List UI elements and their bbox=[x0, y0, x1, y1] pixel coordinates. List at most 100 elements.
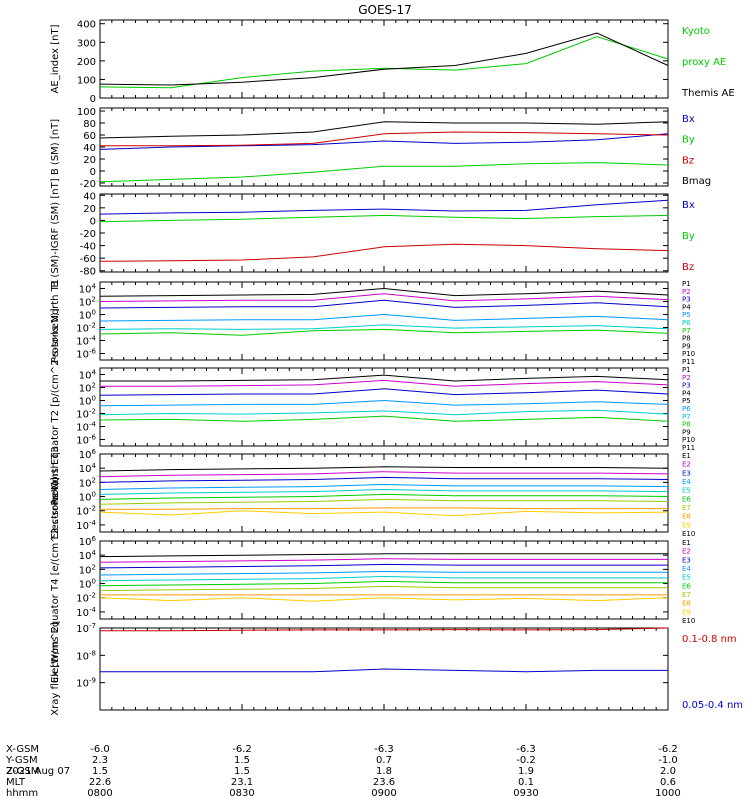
series-line-0-1-0-8-nm bbox=[100, 627, 669, 632]
legend-label: proxy AE bbox=[682, 57, 726, 68]
series-line-e2 bbox=[99, 558, 668, 563]
y-tick-label: 10-6 bbox=[76, 434, 96, 447]
y-tick-label: -60 bbox=[80, 254, 96, 265]
legend-label: P11 bbox=[682, 358, 695, 366]
legend-label: E2 bbox=[682, 461, 691, 469]
y-tick-label: 10-2 bbox=[76, 505, 96, 518]
legend-label: By bbox=[682, 231, 695, 242]
series-line-p1 bbox=[99, 287, 669, 297]
legend-label: E5 bbox=[682, 487, 691, 495]
legend-label: P3 bbox=[682, 382, 691, 390]
series-line-e7 bbox=[99, 498, 669, 505]
legend-label: P4 bbox=[682, 303, 691, 311]
series-line-e4 bbox=[99, 483, 669, 490]
legend-label: Bz bbox=[682, 262, 694, 273]
legend-label: By bbox=[682, 135, 695, 146]
series-line-e9 bbox=[99, 510, 669, 517]
legend-label: P4 bbox=[682, 389, 691, 397]
footer-value: 0800 bbox=[87, 788, 112, 799]
footer-row-label: hhmm bbox=[6, 788, 38, 799]
legend-label: E4 bbox=[682, 478, 691, 486]
series-line-by bbox=[99, 162, 669, 183]
series-line-p5 bbox=[99, 313, 669, 322]
y-tick-label: 102 bbox=[79, 382, 96, 395]
series-line-p6 bbox=[99, 399, 669, 407]
footer-value: 1.8 bbox=[376, 766, 392, 777]
footer-value: 0900 bbox=[371, 788, 396, 799]
series-line-e6 bbox=[99, 580, 668, 587]
series-line-e6 bbox=[99, 493, 669, 500]
legend-label: E2 bbox=[682, 548, 691, 556]
y-tick-label: 10-4 bbox=[76, 606, 96, 619]
legend-label: P5 bbox=[682, 311, 691, 319]
series-line-e9 bbox=[99, 597, 669, 602]
series-line-p3 bbox=[99, 299, 669, 309]
legend-label: P2 bbox=[682, 288, 691, 296]
series-line-e8 bbox=[100, 507, 668, 510]
legend-label: E7 bbox=[682, 504, 691, 512]
footer-value: 0.1 bbox=[518, 777, 534, 788]
footer-value: 0830 bbox=[229, 788, 254, 799]
y-tick-label: 0 bbox=[90, 216, 96, 227]
y-tick-label: 20 bbox=[83, 204, 96, 215]
legend-label: E10 bbox=[682, 617, 695, 625]
series-line-p8 bbox=[99, 415, 669, 422]
footer-row-label: Y-GSM bbox=[5, 755, 38, 766]
legend-label: E6 bbox=[682, 582, 691, 590]
legend-label: 0.05-0.4 nm bbox=[682, 700, 743, 711]
y-tick-label: 100 bbox=[79, 309, 96, 322]
legend-label: P9 bbox=[682, 428, 691, 436]
y-tick-label: 104 bbox=[79, 462, 97, 475]
panel-7: 10-7 10-8 10-9 Xray flux [W/m^2] 0.1-0.8 nm 0… bbox=[50, 622, 743, 716]
legend-label: P6 bbox=[682, 405, 691, 413]
legend-label: Bx bbox=[682, 114, 695, 125]
legend-label: P1 bbox=[682, 366, 691, 374]
legend-label: P7 bbox=[682, 327, 691, 335]
panel-frame bbox=[99, 367, 669, 447]
y-tick-label: 100 bbox=[79, 578, 96, 591]
footer-value: 23.6 bbox=[373, 777, 395, 788]
y-tick-label: 106 bbox=[79, 535, 97, 548]
series-line-e5 bbox=[99, 575, 668, 582]
legend-label: P9 bbox=[682, 342, 691, 350]
footer-value: -6.2 bbox=[658, 744, 678, 755]
y-tick-label: 10-9 bbox=[76, 677, 96, 690]
panel-frame bbox=[99, 19, 669, 99]
series-line-bmag bbox=[99, 121, 669, 139]
footer-value: 23.1 bbox=[231, 777, 253, 788]
series-line-bx bbox=[99, 199, 669, 215]
y-tick-label: 100 bbox=[79, 491, 96, 504]
legend-label: P10 bbox=[682, 436, 695, 444]
series-line-e2 bbox=[99, 471, 669, 478]
y-tick-label: 10-2 bbox=[76, 408, 96, 421]
legend-label: P2 bbox=[682, 374, 691, 382]
y-tick-label: 102 bbox=[79, 563, 96, 576]
footer-value: 1.5 bbox=[92, 766, 108, 777]
y-tick-label: 10-4 bbox=[76, 335, 96, 348]
panel-0: 400 300 200 100 0 AE_index [nT] Kyoto proxy AE T… bbox=[50, 19, 735, 105]
y-tick-label: 102 bbox=[79, 476, 96, 489]
series-line-p6 bbox=[99, 324, 669, 330]
y-axis-label: AE_index [nT] bbox=[50, 24, 61, 93]
legend-label: P8 bbox=[682, 335, 691, 343]
footer-value: 0930 bbox=[513, 788, 538, 799]
y-tick-label: 10-4 bbox=[76, 519, 96, 532]
y-tick-label: 100 bbox=[77, 75, 96, 86]
footer-row-label: MLT bbox=[6, 777, 26, 788]
footer-value: 0.7 bbox=[376, 755, 392, 766]
y-tick-label: 102 bbox=[79, 296, 96, 309]
legend-label: E7 bbox=[682, 591, 691, 599]
y-tick-label: 10-8 bbox=[76, 649, 96, 662]
footer-row-label: Z-GSM bbox=[6, 766, 39, 777]
footer-value: -6.3 bbox=[516, 744, 536, 755]
series-line-by bbox=[99, 214, 669, 223]
y-axis-label: Protons North T1 bbox=[50, 279, 61, 363]
legend-label: 0.1-0.8 nm bbox=[682, 634, 737, 645]
series-line-e4 bbox=[99, 570, 668, 576]
series-line-e1 bbox=[99, 553, 668, 558]
y-tick-label: -20 bbox=[80, 229, 96, 240]
